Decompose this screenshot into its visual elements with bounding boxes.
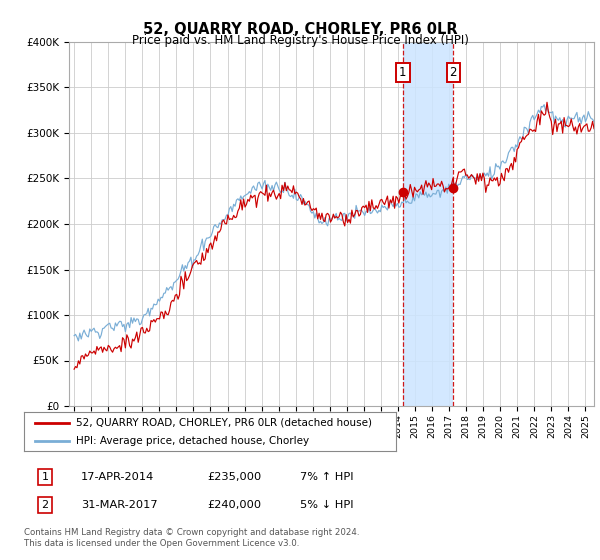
Text: HPI: Average price, detached house, Chorley: HPI: Average price, detached house, Chor… (76, 436, 309, 446)
Text: 5% ↓ HPI: 5% ↓ HPI (300, 500, 353, 510)
Text: 1: 1 (399, 67, 407, 80)
Text: Contains HM Land Registry data © Crown copyright and database right 2024.
This d: Contains HM Land Registry data © Crown c… (24, 528, 359, 548)
Text: Price paid vs. HM Land Registry's House Price Index (HPI): Price paid vs. HM Land Registry's House … (131, 34, 469, 46)
Text: £235,000: £235,000 (207, 472, 261, 482)
Bar (403, 42, 454, 406)
Text: 1: 1 (41, 472, 49, 482)
Text: £240,000: £240,000 (207, 500, 261, 510)
Text: 52, QUARRY ROAD, CHORLEY, PR6 0LR (detached house): 52, QUARRY ROAD, CHORLEY, PR6 0LR (detac… (76, 418, 372, 428)
Text: 17-APR-2014: 17-APR-2014 (81, 472, 154, 482)
Text: 52, QUARRY ROAD, CHORLEY, PR6 0LR: 52, QUARRY ROAD, CHORLEY, PR6 0LR (143, 22, 457, 38)
Text: 2: 2 (41, 500, 49, 510)
Text: 31-MAR-2017: 31-MAR-2017 (81, 500, 158, 510)
Text: 7% ↑ HPI: 7% ↑ HPI (300, 472, 353, 482)
Text: 2: 2 (449, 67, 457, 80)
